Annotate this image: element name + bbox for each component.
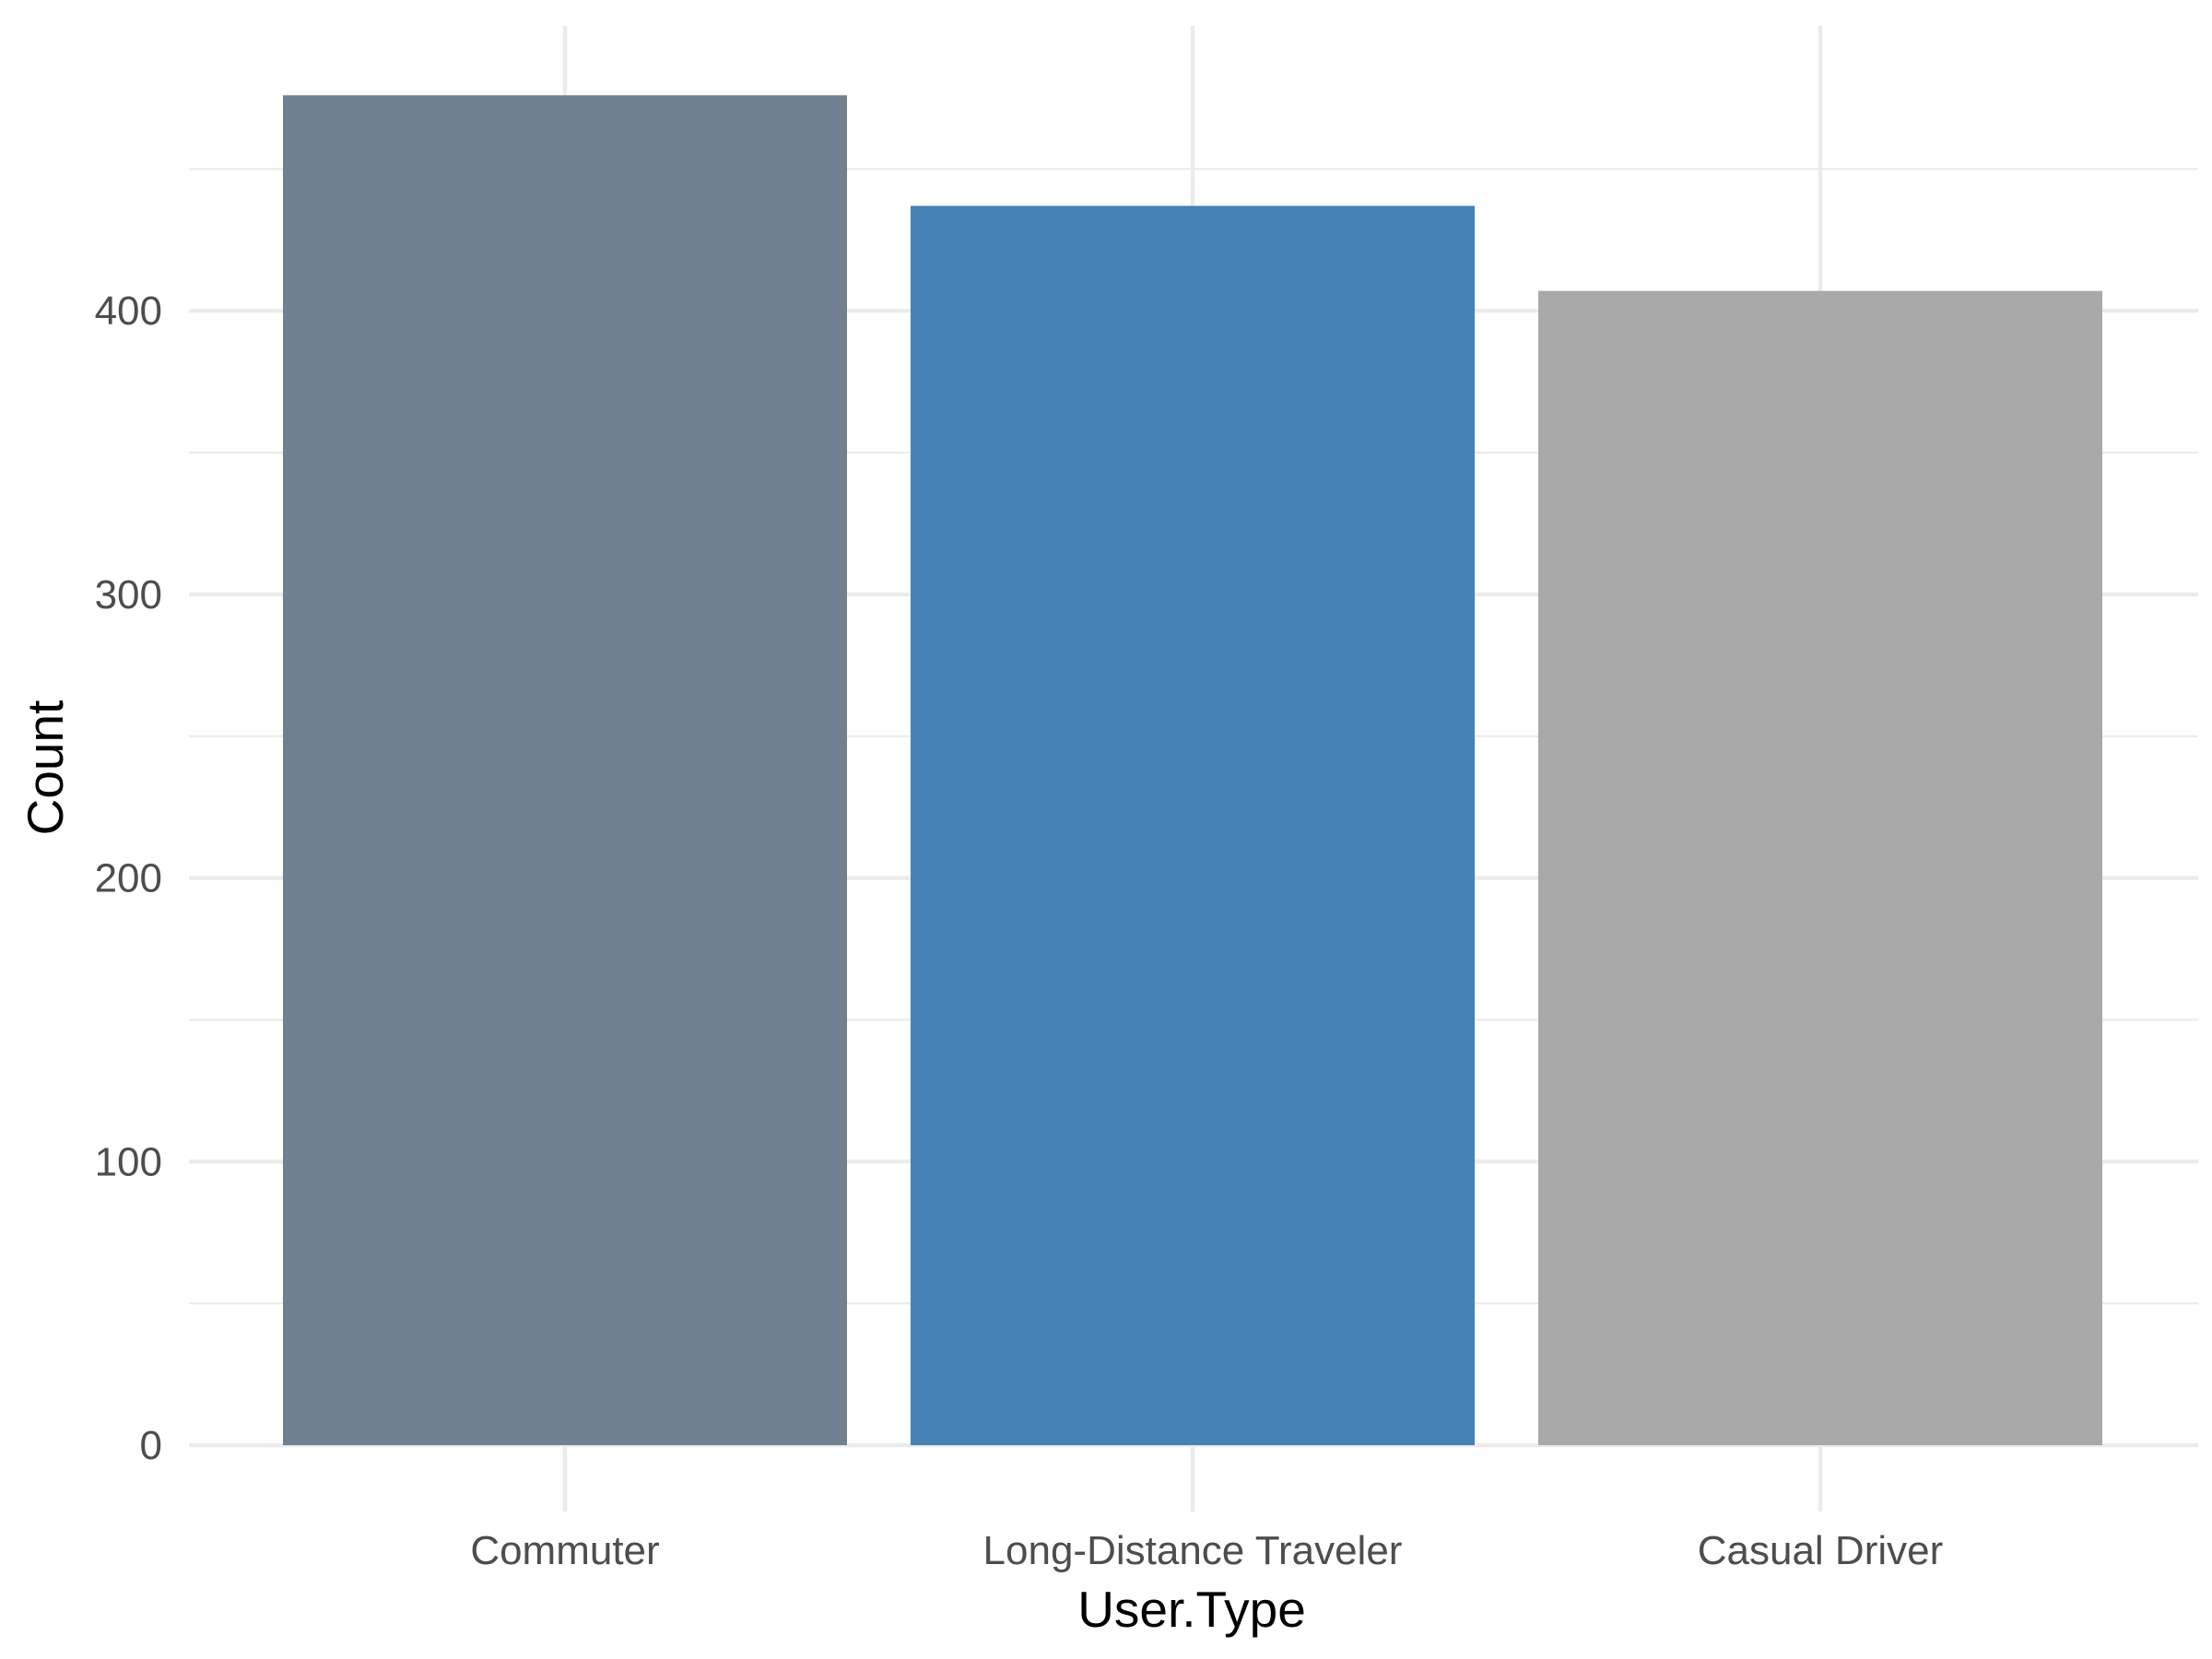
y-axis-title: Count bbox=[17, 700, 74, 836]
bar-long-distance-traveler bbox=[911, 206, 1475, 1446]
y-tick-label: 300 bbox=[95, 572, 162, 618]
x-tick-labels: Commuter Long-Distance Traveler Casual Dri… bbox=[470, 1528, 1943, 1573]
bar-commuter bbox=[283, 95, 847, 1445]
y-tick-label: 100 bbox=[95, 1139, 162, 1184]
y-tick-label: 400 bbox=[95, 288, 162, 334]
x-tick-label: Commuter bbox=[470, 1528, 659, 1573]
x-axis-title: User.Type bbox=[1077, 1581, 1306, 1638]
bar-casual-driver bbox=[1538, 290, 2102, 1445]
x-tick-label: Long-Distance Traveler bbox=[983, 1528, 1403, 1573]
bars bbox=[283, 95, 2102, 1446]
y-tick-label: 200 bbox=[95, 856, 162, 901]
y-tick-labels: 0 100 200 300 400 bbox=[95, 288, 162, 1468]
y-tick-label: 0 bbox=[140, 1423, 162, 1468]
x-tick-label: Casual Driver bbox=[1698, 1528, 1944, 1573]
